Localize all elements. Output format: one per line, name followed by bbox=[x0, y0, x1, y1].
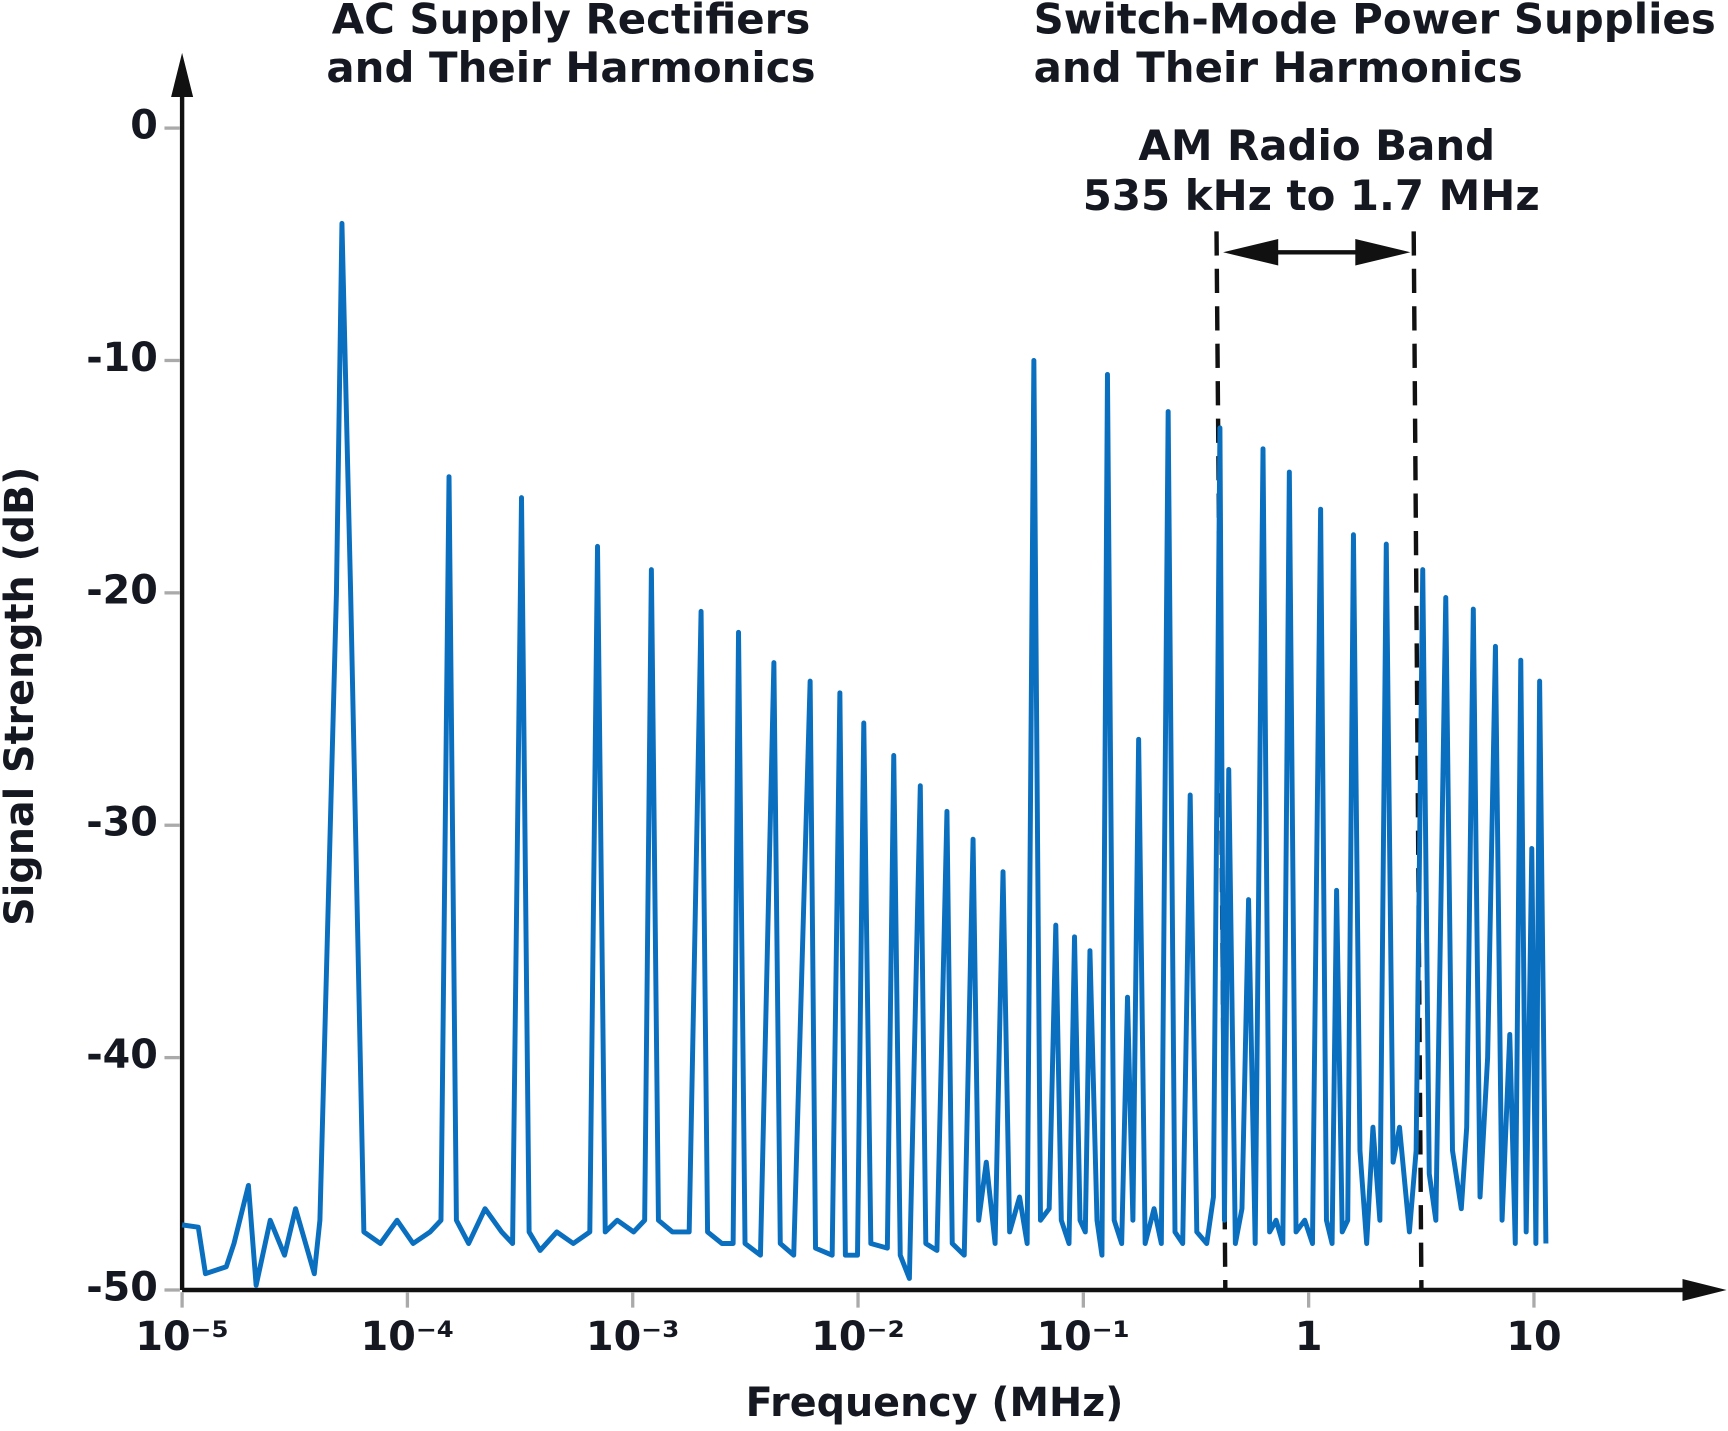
x-tick-label: 10⁻³ bbox=[586, 1314, 679, 1360]
x-axis-arrow bbox=[1682, 1278, 1727, 1302]
x-tick-label: 1 bbox=[1295, 1314, 1323, 1360]
x-tick-label: 10⁻² bbox=[811, 1314, 904, 1360]
y-tick-label: -50 bbox=[86, 1264, 158, 1310]
y-axis-arrow bbox=[171, 52, 194, 97]
band-arrow-head bbox=[1355, 239, 1411, 266]
annotation: 535 kHz to 1.7 MHz bbox=[1083, 171, 1540, 220]
y-tick-label: -40 bbox=[86, 1032, 158, 1078]
y-tick-label: 0 bbox=[130, 103, 158, 149]
annotation: AC Supply Rectifiers bbox=[332, 0, 811, 44]
x-tick-label: 10⁻⁵ bbox=[135, 1314, 228, 1360]
annotation: and Their Harmonics bbox=[1034, 43, 1523, 92]
y-tick-label: -30 bbox=[86, 800, 158, 846]
annotation: Switch-Mode Power Supplies bbox=[1034, 0, 1716, 44]
y-axis-label: Signal Strength (dB) bbox=[0, 467, 43, 926]
signal-line bbox=[181, 220, 1549, 1288]
annotation: and Their Harmonics bbox=[326, 43, 815, 92]
annotation: AM Radio Band bbox=[1138, 121, 1495, 170]
x-tick-label: 10⁻¹ bbox=[1037, 1314, 1130, 1360]
band-arrow-head bbox=[1223, 239, 1279, 266]
x-tick-label: 10 bbox=[1506, 1314, 1561, 1360]
x-axis-label: Frequency (MHz) bbox=[746, 1380, 1124, 1426]
y-tick-label: -10 bbox=[86, 335, 158, 381]
y-tick-label: -20 bbox=[86, 567, 158, 613]
x-tick-label: 10⁻⁴ bbox=[361, 1314, 454, 1360]
band-edge bbox=[1411, 231, 1424, 1291]
